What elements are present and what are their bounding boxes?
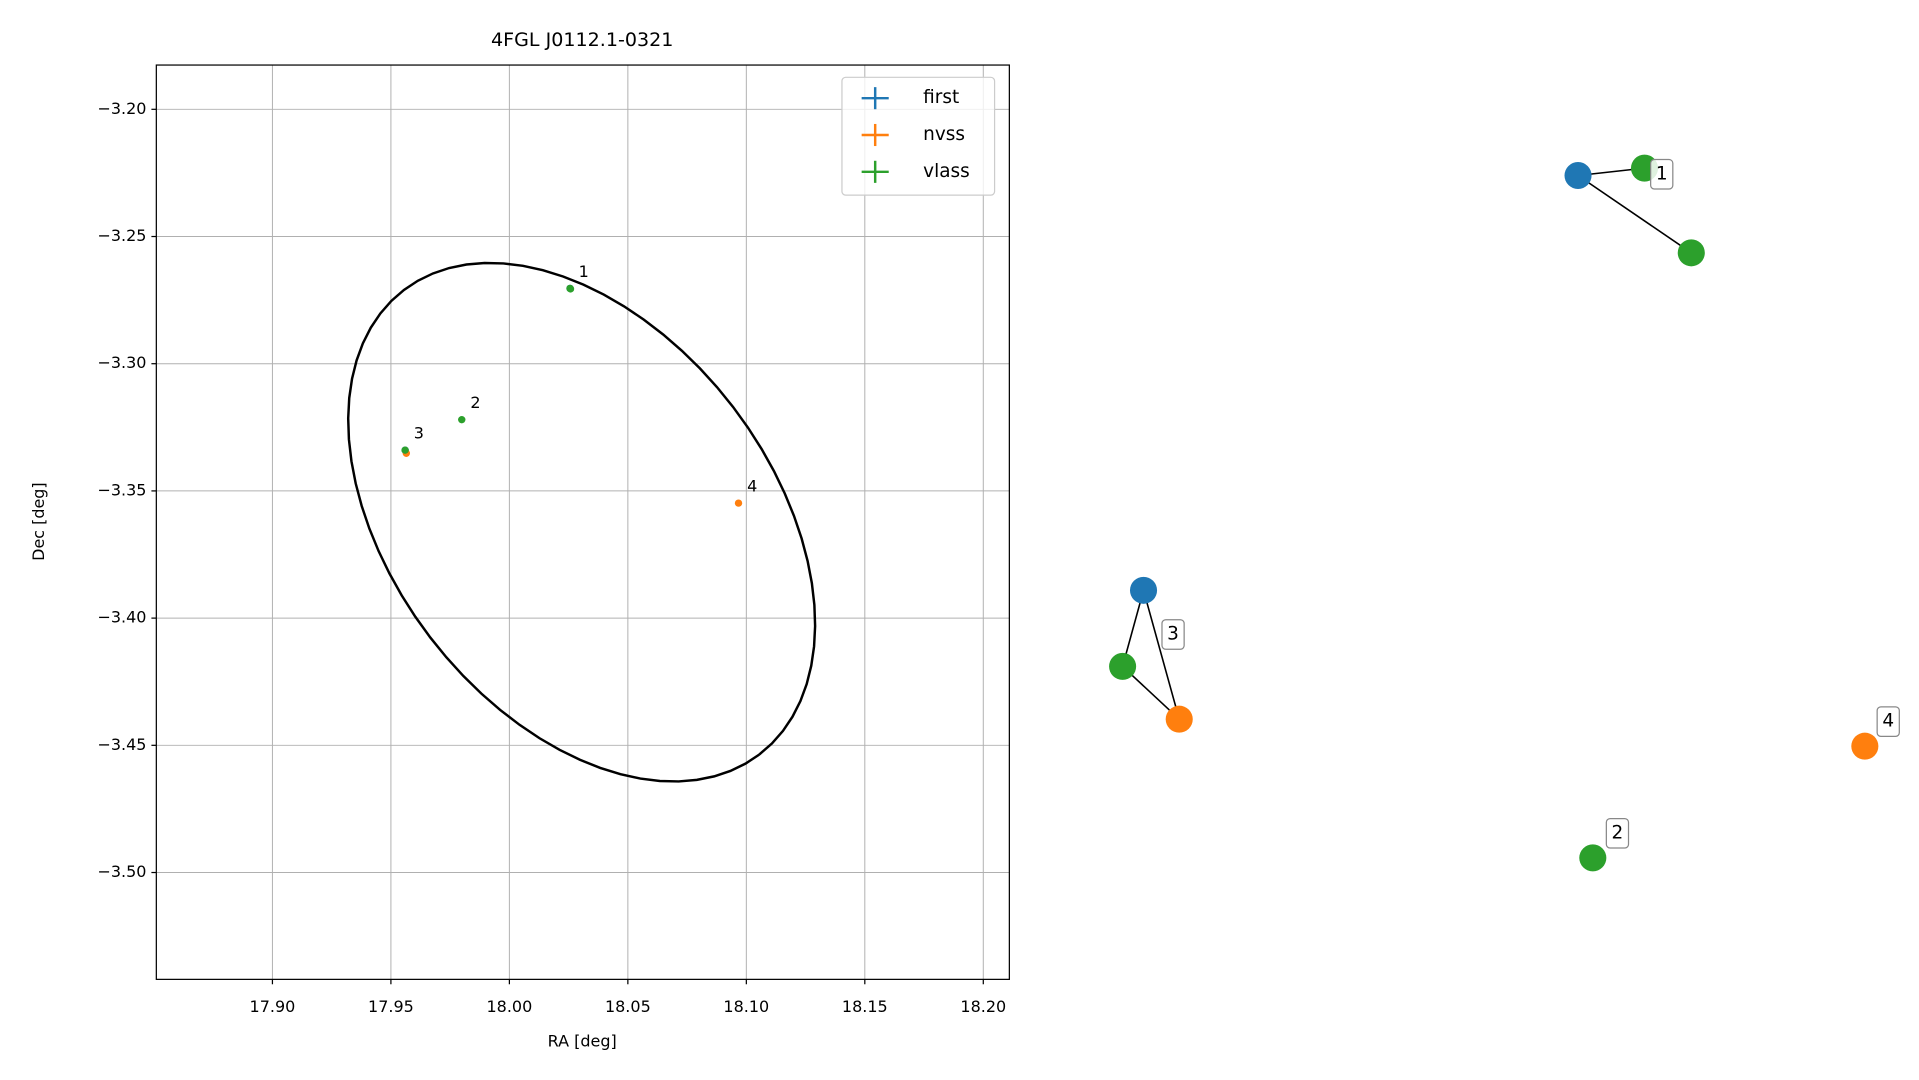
legend-label: vlass: [923, 161, 970, 182]
annotation: 3: [414, 424, 424, 443]
point: [734, 499, 743, 507]
x-tick-label: 17.95: [368, 997, 414, 1016]
y-tick-label: −3.45: [97, 735, 146, 754]
x-tick-label: 18.15: [842, 997, 888, 1016]
y-tick-label: −3.50: [97, 862, 146, 881]
y-tick-label: −3.40: [97, 608, 146, 627]
x-tick-label: 18.00: [486, 997, 532, 1016]
point: [458, 415, 466, 424]
legend-box: [841, 76, 996, 196]
legend-label: nvss: [923, 124, 965, 145]
y-tick-label: −3.30: [97, 353, 146, 372]
point: [566, 285, 575, 293]
annotation: 4: [747, 477, 757, 496]
y-tick-label: −3.20: [97, 99, 146, 118]
plot-frame: [155, 64, 1010, 980]
x-tick-label: 17.90: [250, 997, 296, 1016]
chart-title: 4FGL J0112.1-0321: [491, 29, 673, 51]
x-tick-label: 18.05: [605, 997, 651, 1016]
y-tick-label: −3.25: [97, 226, 146, 245]
x-axis-label: RA [deg]: [548, 1031, 617, 1050]
network-label-box: [1161, 619, 1185, 650]
network-node: [1109, 652, 1137, 680]
y-tick-label: −3.35: [97, 480, 146, 499]
x-tick-label: 18.10: [723, 997, 769, 1016]
network-label-box: [1650, 158, 1674, 190]
network-node: [1165, 705, 1193, 733]
network-label: 4: [1882, 711, 1894, 732]
network-node: [1129, 576, 1158, 604]
y-axis-label: Dec [deg]: [29, 482, 48, 560]
network-label: 3: [1167, 624, 1179, 645]
network-edge: [1577, 174, 1692, 254]
annotation: 1: [579, 262, 589, 281]
network-label: 2: [1612, 822, 1624, 843]
point: [401, 446, 409, 454]
network-label-box: [1605, 817, 1630, 849]
network-label-box: [1876, 706, 1900, 737]
network-node: [1564, 162, 1592, 189]
annotation: 2: [470, 393, 480, 412]
network-node: [1677, 239, 1705, 267]
error-ellipse: [346, 261, 817, 783]
network-label: 1: [1656, 163, 1668, 184]
x-tick-label: 18.20: [960, 997, 1006, 1016]
network-node: [1851, 732, 1879, 760]
legend-label: first: [923, 87, 959, 108]
network-node: [1579, 844, 1607, 872]
network-edge: [1142, 590, 1180, 720]
